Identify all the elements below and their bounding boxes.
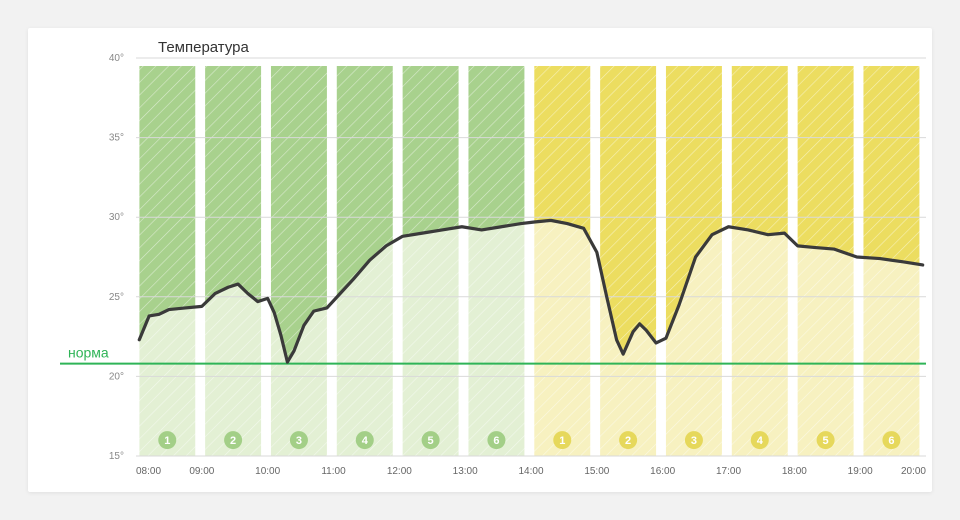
x-tick-label: 19:00 [848, 466, 873, 477]
y-tick-label: 20° [109, 371, 124, 382]
band-badge-label: 5 [823, 435, 829, 447]
x-tick-label: 16:00 [650, 466, 675, 477]
x-tick-label: 12:00 [387, 466, 412, 477]
x-tick-label: 14:00 [518, 466, 543, 477]
x-tick-label: 08:00 [136, 466, 161, 477]
y-tick-label: 30° [109, 212, 124, 223]
x-tick-label: 13:00 [453, 466, 478, 477]
band-badge-label: 6 [493, 435, 499, 447]
band-badge-label: 5 [428, 435, 434, 447]
band-badge-label: 1 [164, 435, 170, 447]
band-badge-label: 3 [296, 435, 302, 447]
band-badge-label: 6 [888, 435, 894, 447]
y-tick-label: 40° [109, 53, 124, 64]
y-tick-label: 35° [109, 133, 124, 144]
band-badge-label: 4 [757, 435, 764, 447]
x-tick-label: 15:00 [584, 466, 609, 477]
x-tick-label: 09:00 [189, 466, 214, 477]
band-badge-label: 4 [362, 435, 369, 447]
x-tick-label: 20:00 [901, 466, 926, 477]
band-badge-label: 2 [625, 435, 631, 447]
band-badge-label: 1 [559, 435, 565, 447]
x-tick-label: 10:00 [255, 466, 280, 477]
x-tick-label: 11:00 [321, 466, 346, 477]
chart-title: Температура [158, 39, 250, 56]
band-badge-label: 2 [230, 435, 236, 447]
band-badge-label: 3 [691, 435, 697, 447]
x-tick-label: 17:00 [716, 466, 741, 477]
temperature-chart: 15°20°25°30°35°40°норма08:0009:0010:0011… [28, 28, 932, 492]
chart-card: 15°20°25°30°35°40°норма08:0009:0010:0011… [28, 28, 932, 492]
reference-label: норма [68, 345, 109, 361]
y-tick-label: 15° [109, 451, 124, 462]
x-tick-label: 18:00 [782, 466, 807, 477]
y-tick-label: 25° [109, 292, 124, 303]
